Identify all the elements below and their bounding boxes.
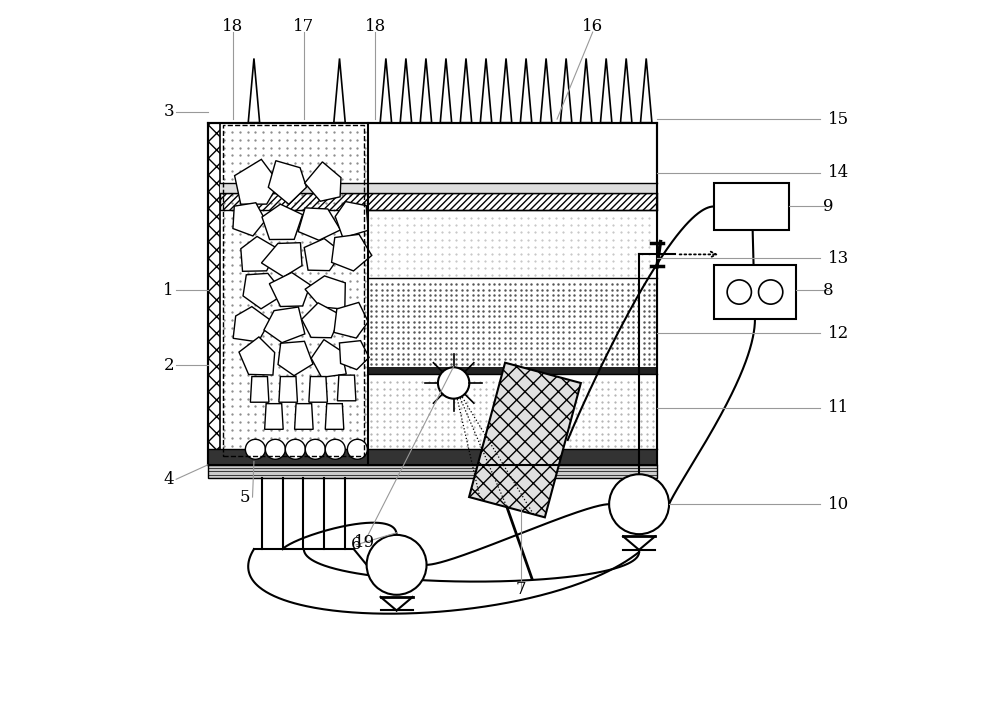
Bar: [208, 122, 220, 465]
Polygon shape: [269, 273, 310, 306]
Circle shape: [727, 280, 751, 304]
Bar: [208, 465, 657, 478]
Polygon shape: [268, 160, 306, 204]
Polygon shape: [560, 59, 572, 122]
Bar: [368, 211, 657, 278]
Polygon shape: [420, 59, 432, 122]
Polygon shape: [334, 59, 345, 122]
Polygon shape: [339, 341, 369, 369]
Bar: [714, 266, 796, 319]
Polygon shape: [305, 276, 345, 309]
Polygon shape: [469, 363, 581, 518]
Bar: [220, 183, 657, 193]
Polygon shape: [325, 404, 344, 430]
Polygon shape: [248, 59, 260, 122]
Polygon shape: [580, 59, 592, 122]
Polygon shape: [520, 59, 532, 122]
Text: 9: 9: [823, 198, 833, 215]
Polygon shape: [540, 59, 552, 122]
Circle shape: [367, 535, 427, 595]
Polygon shape: [334, 302, 368, 338]
Bar: [208, 450, 657, 465]
Text: 1: 1: [163, 281, 174, 299]
Bar: [368, 367, 657, 374]
Text: 11: 11: [828, 400, 849, 417]
Circle shape: [347, 440, 367, 459]
Polygon shape: [480, 59, 492, 122]
Polygon shape: [641, 59, 652, 122]
Polygon shape: [239, 337, 275, 375]
Circle shape: [265, 440, 285, 459]
Polygon shape: [305, 162, 341, 201]
Circle shape: [759, 280, 783, 304]
Polygon shape: [440, 59, 452, 122]
Bar: [714, 183, 789, 230]
Polygon shape: [243, 274, 284, 309]
Polygon shape: [233, 203, 265, 236]
Polygon shape: [241, 236, 278, 271]
Text: 18: 18: [222, 18, 243, 35]
Text: 5: 5: [240, 488, 250, 505]
Polygon shape: [335, 202, 368, 238]
Text: 8: 8: [823, 281, 833, 299]
Text: 2: 2: [163, 357, 174, 374]
Polygon shape: [262, 204, 303, 240]
Polygon shape: [295, 404, 313, 430]
Polygon shape: [380, 59, 392, 122]
Polygon shape: [250, 377, 269, 402]
Polygon shape: [337, 375, 356, 401]
Polygon shape: [600, 59, 612, 122]
Circle shape: [245, 440, 265, 459]
Polygon shape: [332, 234, 372, 271]
Polygon shape: [264, 307, 305, 343]
Text: 6: 6: [351, 536, 361, 553]
Polygon shape: [278, 342, 313, 376]
Text: 12: 12: [828, 324, 849, 342]
Circle shape: [325, 440, 345, 459]
Polygon shape: [265, 404, 283, 430]
Bar: [368, 374, 657, 450]
Bar: [220, 193, 657, 211]
Bar: [368, 278, 657, 367]
Polygon shape: [304, 238, 342, 271]
Text: 16: 16: [582, 18, 603, 35]
Polygon shape: [311, 339, 346, 377]
Text: 18: 18: [365, 18, 386, 35]
Circle shape: [438, 367, 469, 399]
Text: 3: 3: [163, 103, 174, 120]
Polygon shape: [235, 160, 279, 204]
Polygon shape: [460, 59, 472, 122]
Text: 17: 17: [293, 18, 314, 35]
Text: 19: 19: [354, 533, 375, 551]
Circle shape: [285, 440, 305, 459]
Bar: [223, 125, 364, 456]
Circle shape: [305, 440, 325, 459]
Text: 13: 13: [828, 250, 849, 266]
Bar: [208, 122, 657, 465]
Polygon shape: [279, 377, 297, 402]
Circle shape: [609, 474, 669, 534]
Text: 4: 4: [163, 470, 174, 488]
Text: 7: 7: [516, 581, 527, 599]
Polygon shape: [261, 243, 302, 277]
Polygon shape: [620, 59, 632, 122]
Text: 15: 15: [828, 110, 849, 127]
Text: 10: 10: [828, 495, 849, 513]
Text: 14: 14: [828, 164, 849, 181]
Polygon shape: [400, 59, 412, 122]
Polygon shape: [309, 377, 327, 402]
Polygon shape: [298, 208, 340, 241]
Polygon shape: [500, 59, 512, 122]
Polygon shape: [302, 303, 341, 338]
Polygon shape: [233, 306, 270, 342]
